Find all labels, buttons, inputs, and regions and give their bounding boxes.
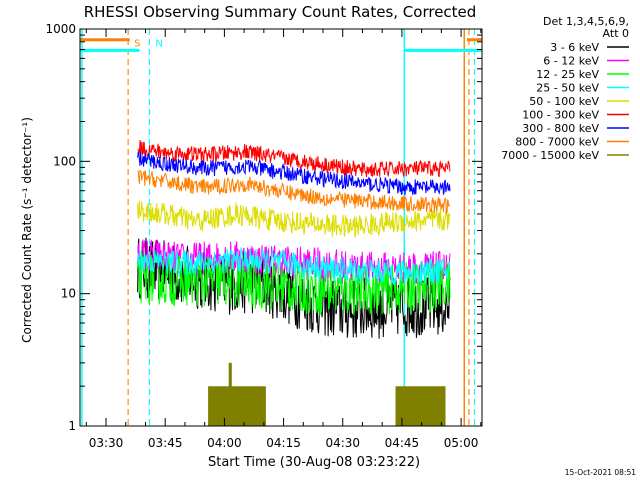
axes-layer: S N 03:30 03:45 04:00 04:15 04:30 04:45 05:00 1 10…: [45, 22, 482, 450]
series-3-line: [137, 247, 451, 285]
legend-entry-label: 25 - 50 keV: [536, 82, 599, 95]
footer-timestamp: 15-Oct-2021 08:51: [565, 468, 636, 477]
flag-label-s: S: [134, 38, 140, 49]
legend-entry-label: 800 - 7000 keV: [515, 136, 599, 149]
legend-header-line-2: Att 0: [603, 27, 629, 40]
chart-title: RHESSI Observing Summary Count Rates, Co…: [84, 3, 477, 21]
y-tick-label: 10: [61, 287, 76, 301]
x-tick-label: 04:00: [207, 436, 242, 450]
flag-label-n: N: [155, 38, 162, 49]
plot-frame: [79, 28, 483, 427]
series-high-energy-bursts: [208, 362, 446, 426]
x-tick-label: 04:45: [385, 436, 420, 450]
y-tick-label: 1: [68, 419, 76, 433]
legend-entry-label: 50 - 100 keV: [529, 95, 599, 108]
legend-entry-label: 6 - 12 keV: [543, 55, 599, 68]
y-tick-label: 100: [53, 154, 76, 168]
y-axis-label: Corrected Count Rate (s⁻¹ detector⁻¹): [20, 117, 34, 343]
series-6-line: [137, 151, 451, 196]
series-7-line: [137, 169, 451, 214]
x-tick-label: 05:00: [444, 436, 479, 450]
legend-entry-label: 300 - 800 keV: [522, 122, 599, 135]
x-axis-label: Start Time (30-Aug-08 03:23:22): [208, 455, 420, 470]
x-tick-label: 04:15: [266, 436, 301, 450]
series-4-line: [137, 200, 451, 238]
legend-entry-label: 7000 - 15000 keV: [501, 149, 599, 162]
series-2-line: [137, 253, 451, 316]
series-layer: [137, 139, 451, 339]
x-tick-label: 03:30: [89, 436, 124, 450]
series-5-line: [137, 139, 451, 178]
x-tick-label: 04:30: [325, 436, 360, 450]
legend-header-line-1: Det 1,3,4,5,6,9,: [543, 15, 629, 28]
legend-entry-label: 100 - 300 keV: [522, 109, 599, 122]
burst-layer: [208, 362, 446, 426]
x-tick-label: 03:45: [148, 436, 183, 450]
y-tick-label: 1000: [45, 22, 76, 36]
legend-entry-label: 3 - 6 keV: [550, 41, 599, 54]
legend-entry-label: 12 - 25 keV: [536, 68, 599, 81]
